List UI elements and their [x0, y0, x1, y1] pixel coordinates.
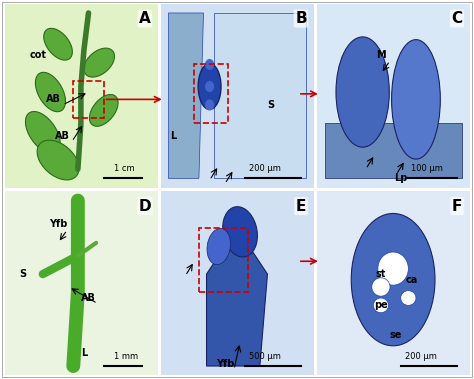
Ellipse shape	[401, 291, 416, 305]
Text: 500 μm: 500 μm	[249, 352, 281, 361]
Text: S: S	[267, 100, 274, 110]
Text: Yfb: Yfb	[216, 359, 234, 369]
Polygon shape	[214, 13, 306, 179]
Ellipse shape	[351, 213, 435, 346]
Bar	[73, 81, 104, 118]
Ellipse shape	[36, 72, 65, 112]
Ellipse shape	[205, 99, 214, 110]
Text: 1 mm: 1 mm	[114, 352, 138, 361]
Ellipse shape	[44, 28, 73, 60]
Text: AB: AB	[46, 94, 61, 104]
Ellipse shape	[37, 140, 79, 180]
Ellipse shape	[207, 229, 230, 265]
Ellipse shape	[26, 111, 60, 153]
Text: se: se	[390, 330, 402, 340]
Text: B: B	[295, 11, 307, 26]
Text: pe: pe	[374, 301, 388, 310]
Text: AB: AB	[81, 293, 96, 303]
Text: S: S	[19, 269, 27, 279]
Text: 200 μm: 200 μm	[405, 352, 437, 361]
Ellipse shape	[198, 64, 221, 110]
Text: L: L	[81, 348, 87, 358]
Bar	[194, 64, 228, 123]
Ellipse shape	[374, 298, 389, 313]
Text: L: L	[170, 131, 176, 141]
Text: Lp: Lp	[394, 174, 408, 183]
Ellipse shape	[205, 81, 214, 92]
Ellipse shape	[392, 40, 440, 159]
Text: 1 cm: 1 cm	[114, 164, 135, 173]
Text: st: st	[376, 269, 386, 279]
Polygon shape	[168, 13, 203, 179]
Ellipse shape	[336, 37, 389, 147]
Polygon shape	[207, 228, 267, 366]
Text: 100 μm: 100 μm	[411, 164, 443, 173]
Text: ca: ca	[405, 275, 418, 285]
Ellipse shape	[84, 48, 115, 77]
Text: 200 μm: 200 μm	[249, 164, 281, 173]
Text: E: E	[296, 199, 306, 214]
Ellipse shape	[223, 207, 257, 257]
Text: F: F	[452, 199, 462, 214]
Text: D: D	[138, 199, 151, 214]
Ellipse shape	[90, 94, 118, 126]
Text: Yfb: Yfb	[49, 219, 67, 229]
Ellipse shape	[205, 59, 214, 70]
Polygon shape	[325, 123, 462, 179]
Text: AB: AB	[55, 131, 70, 141]
Bar	[199, 228, 247, 293]
Text: cot: cot	[30, 50, 47, 60]
Text: C: C	[452, 11, 463, 26]
Ellipse shape	[372, 278, 390, 296]
Ellipse shape	[378, 252, 408, 285]
Text: A: A	[139, 11, 151, 26]
Text: M: M	[376, 50, 386, 60]
